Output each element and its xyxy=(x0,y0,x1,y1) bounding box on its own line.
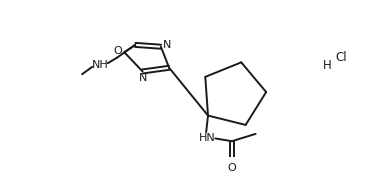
Text: NH: NH xyxy=(92,60,109,70)
Text: HN: HN xyxy=(199,133,216,143)
Text: O: O xyxy=(228,163,236,171)
Text: H: H xyxy=(323,58,332,71)
Text: Cl: Cl xyxy=(336,51,347,64)
Text: O: O xyxy=(114,46,122,56)
Text: N: N xyxy=(163,40,171,50)
Text: N: N xyxy=(139,73,148,83)
